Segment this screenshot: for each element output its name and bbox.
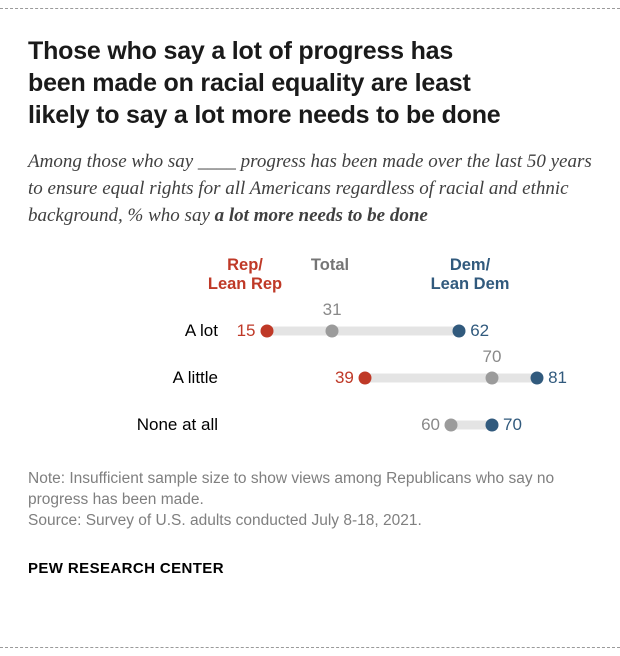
- legend-rep: Rep/Lean Rep: [207, 255, 283, 294]
- chart-subtitle: Among those who say ____ progress has be…: [28, 149, 592, 230]
- title-line-1: Those who say a lot of progress has: [28, 37, 454, 65]
- value-label-dem: 70: [503, 415, 522, 435]
- value-label-rep: 15: [236, 321, 256, 341]
- subtitle-bold-text: a lot more needs to be done: [214, 204, 428, 226]
- dot-total: [485, 371, 499, 385]
- dot-track: [445, 420, 498, 430]
- dot-plot-rows: A lot 15 31 62 A little 39 70 81 None at all 60 70: [28, 300, 592, 449]
- value-label-dem: 81: [548, 368, 568, 388]
- category-label: None at all: [136, 415, 218, 435]
- legend-dem: Dem/Lean Dem: [430, 255, 510, 294]
- value-label-rep: 39: [334, 368, 354, 388]
- value-label-total: 60: [421, 415, 440, 435]
- dot-plot-row: None at all 60 70: [28, 402, 592, 449]
- dot-total: [444, 418, 458, 432]
- dot-plot-row: A lot 15 31 62: [28, 300, 592, 355]
- source-text: Source: Survey of U.S. adults conducted …: [28, 511, 422, 529]
- dot-track: [260, 326, 466, 336]
- note-text: Note: Insufficient sample size to show v…: [28, 469, 555, 508]
- chart-frame: Those who say a lot of progress has been…: [0, 8, 620, 648]
- legend-total: Total: [310, 255, 350, 274]
- subtitle-text: Among those who say ____ progress has be…: [28, 151, 592, 226]
- dot-plot: Rep/Lean Rep Total Dem/Lean Dem A lot 15 31 6…: [28, 256, 592, 449]
- dot-rep: [358, 371, 372, 385]
- value-label-total: 70: [482, 346, 502, 366]
- value-label-total: 31: [322, 299, 342, 319]
- pew-wordmark: PEW RESEARCH CENTER: [28, 559, 224, 577]
- value-label-dem: 62: [470, 321, 490, 341]
- page-title: Those who say a lot of progress has been…: [28, 35, 592, 131]
- dot-plot-row: A little 39 70 81: [28, 347, 592, 402]
- title-line-2: been made on racial equality are least: [28, 69, 471, 97]
- dot-track: [358, 373, 544, 383]
- legend: Rep/Lean Rep Total Dem/Lean Dem: [28, 256, 592, 308]
- dot-dem: [485, 418, 499, 432]
- title-line-3: likely to say a lot more needs to be don…: [28, 101, 501, 129]
- category-label: A little: [172, 368, 218, 388]
- category-label: A lot: [184, 321, 218, 341]
- dot-dem: [530, 371, 544, 385]
- dot-total: [325, 324, 339, 338]
- chart-notes: Note: Insufficient sample size to show v…: [28, 469, 592, 532]
- dot-dem: [452, 324, 466, 338]
- dot-rep: [260, 324, 273, 338]
